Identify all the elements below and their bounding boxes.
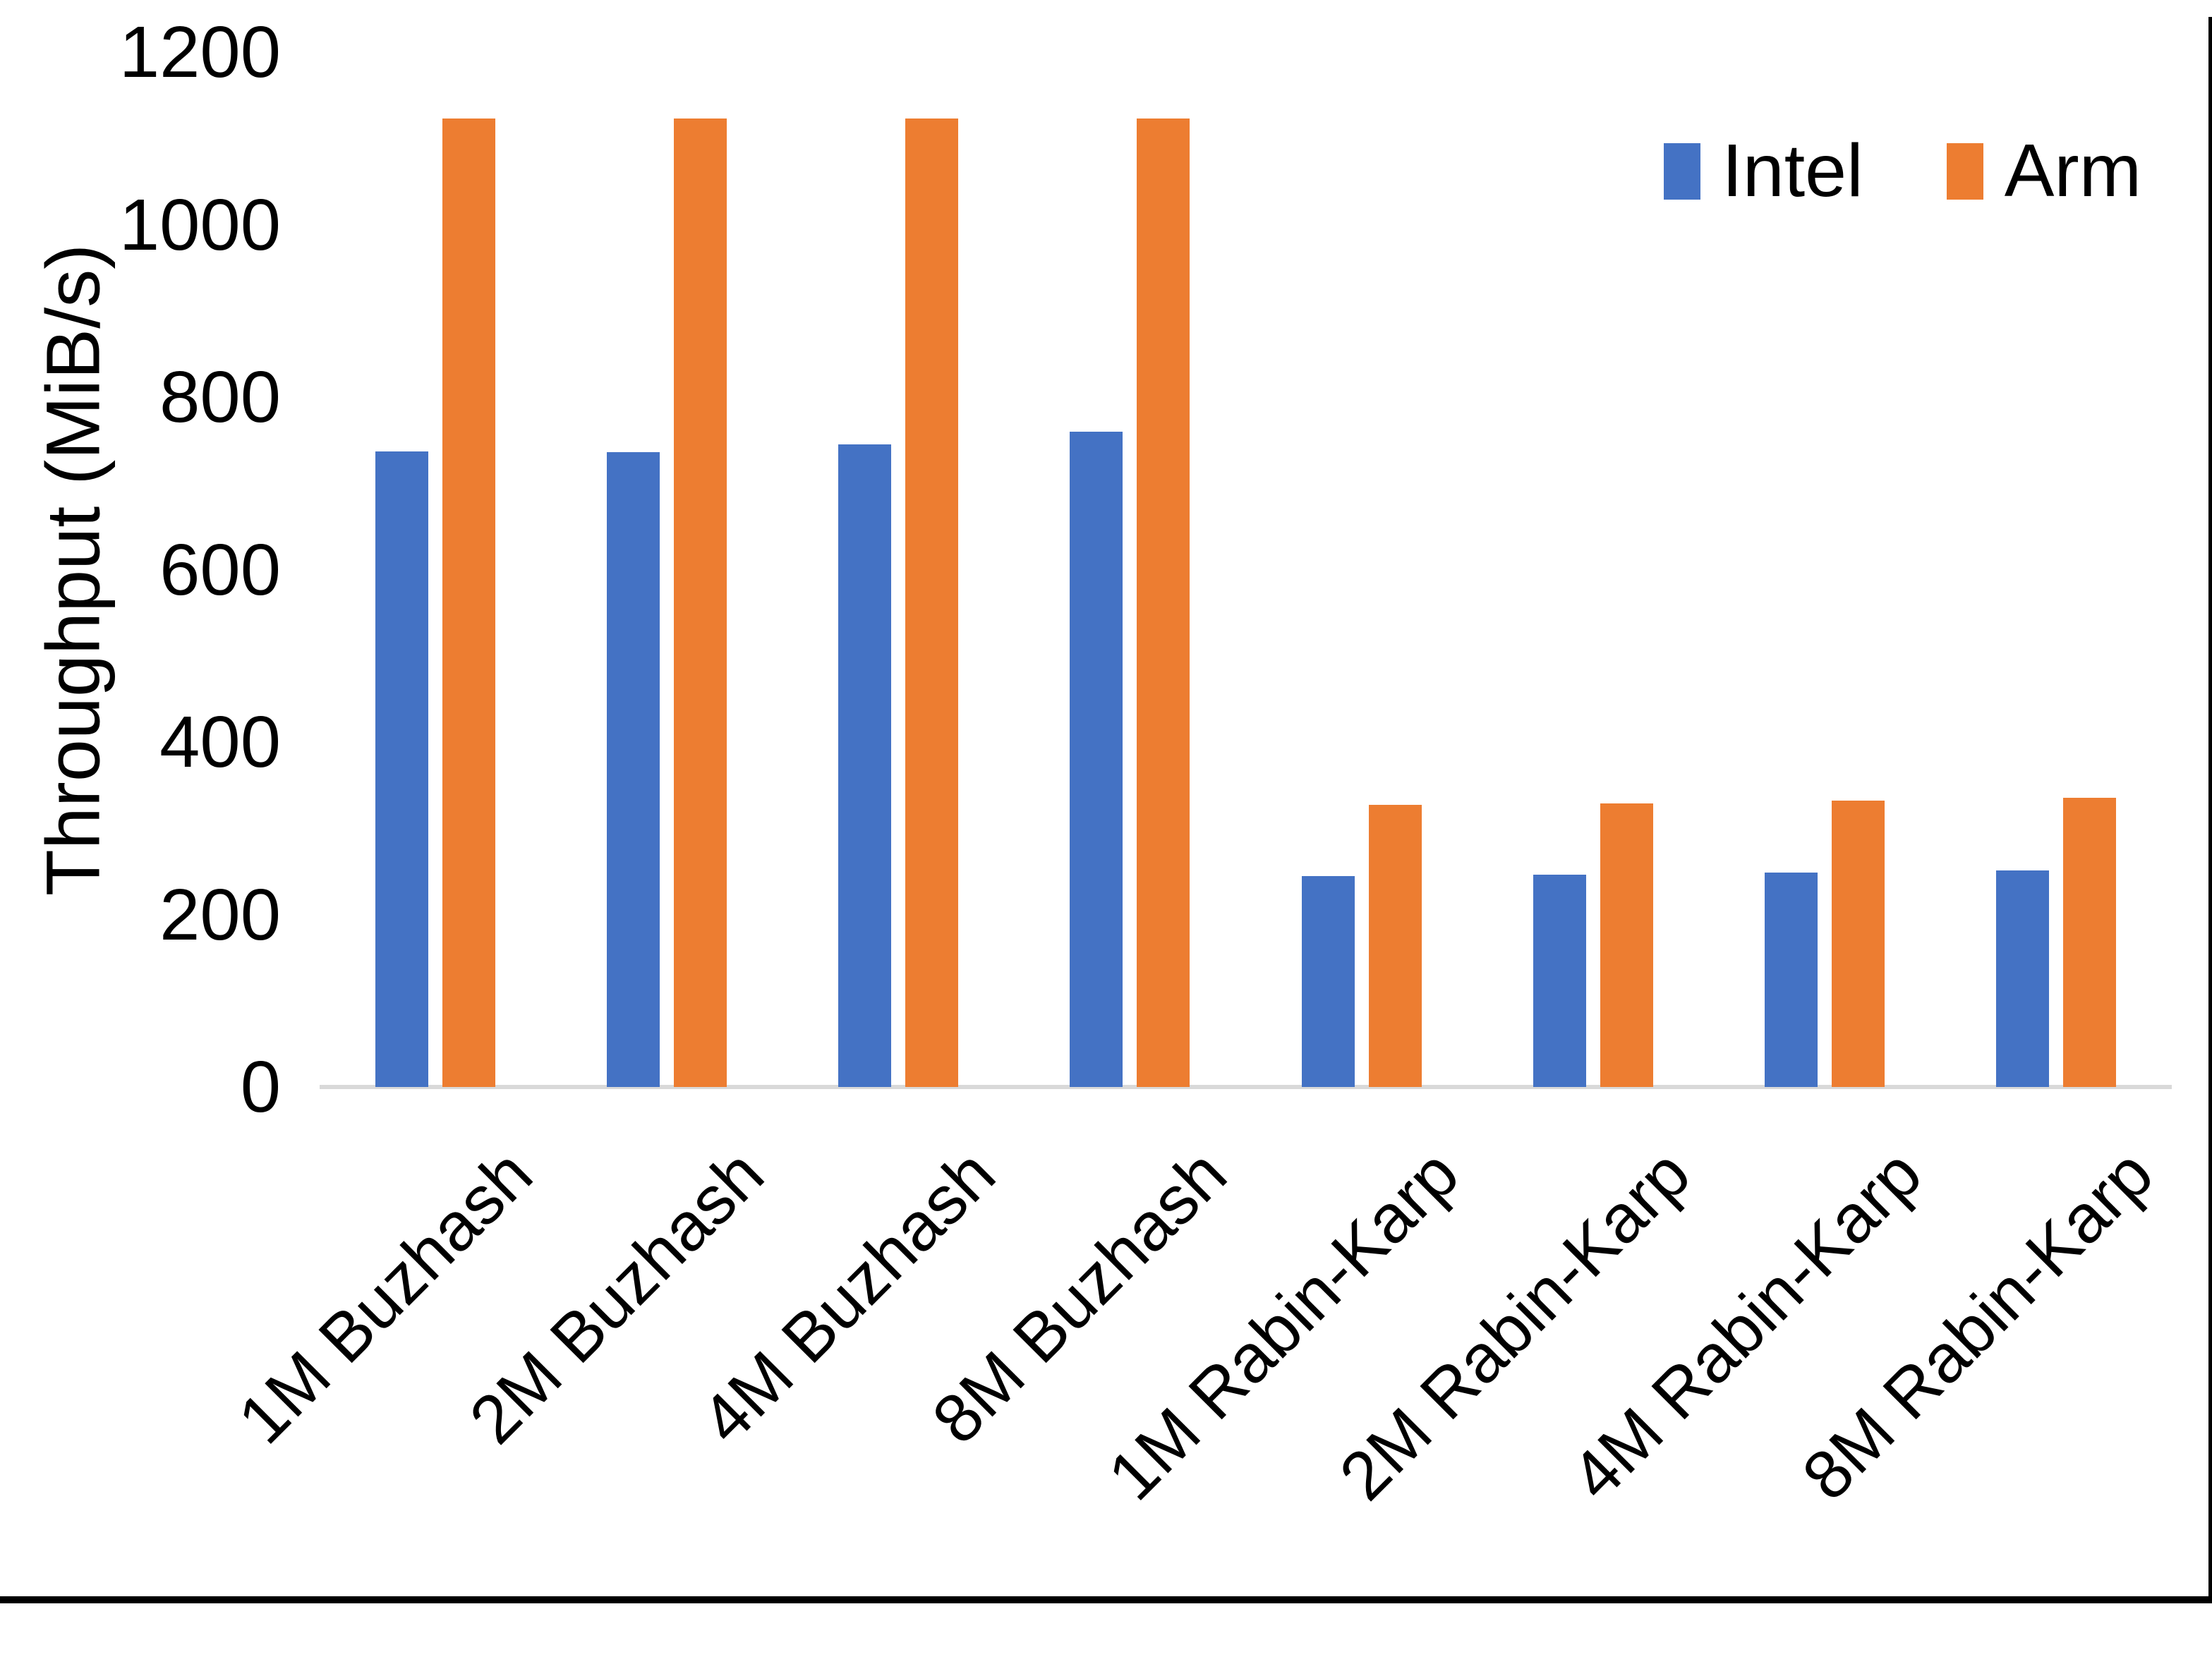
bar-group	[1477, 52, 1709, 1087]
bar-arm-1	[442, 119, 496, 1087]
plot-area	[320, 52, 2172, 1089]
y-tick-label: 200	[159, 873, 281, 955]
bar-arm-7	[1831, 801, 1885, 1087]
bar-group	[320, 52, 551, 1087]
bar-group	[1246, 52, 1477, 1087]
legend-label-arm: Arm	[2004, 129, 2141, 212]
bar-arm-6	[1600, 803, 1653, 1087]
bar-group	[782, 52, 1014, 1087]
x-axis-line	[320, 1085, 2172, 1089]
bar-intel-6	[1533, 875, 1586, 1087]
bar-group	[551, 52, 782, 1087]
bar-intel-3	[838, 444, 892, 1087]
bar-intel-1	[375, 451, 429, 1087]
legend-item-arm: Arm	[1946, 128, 2141, 214]
bar-arm-3	[905, 119, 959, 1087]
legend-swatch-intel-icon	[1664, 142, 1701, 200]
bar-arm-4	[1137, 119, 1190, 1087]
bottom-border	[0, 1596, 2212, 1603]
y-tick-label: 400	[159, 701, 281, 782]
y-tick-label: 600	[159, 528, 281, 610]
y-tick-label: 1200	[119, 11, 281, 92]
legend-swatch-arm-icon	[1946, 142, 1983, 200]
legend-label-intel: Intel	[1722, 129, 1863, 212]
y-tick-label: 0	[240, 1046, 281, 1127]
bar-intel-8	[1995, 870, 2049, 1087]
bar-arm-2	[674, 119, 727, 1087]
legend-item-intel: Intel	[1664, 128, 1863, 214]
bar-intel-2	[607, 452, 660, 1087]
bar-arm-8	[2062, 798, 2116, 1087]
bar-group	[1940, 52, 2172, 1087]
chart: Throughput (MiB/s) 0 200 400 600 800 1000 1200…	[0, 11, 2212, 1603]
bar-group	[1709, 52, 1940, 1087]
y-tick-label: 1000	[119, 183, 281, 265]
bar-intel-5	[1301, 875, 1355, 1087]
y-tick-label: 800	[159, 356, 281, 437]
bar-intel-4	[1070, 431, 1123, 1087]
bar-intel-7	[1764, 872, 1818, 1087]
bar-group	[1014, 52, 1245, 1087]
bar-arm-5	[1368, 805, 1422, 1087]
legend: Intel Arm	[1664, 128, 2141, 214]
right-border	[2208, 17, 2212, 1603]
